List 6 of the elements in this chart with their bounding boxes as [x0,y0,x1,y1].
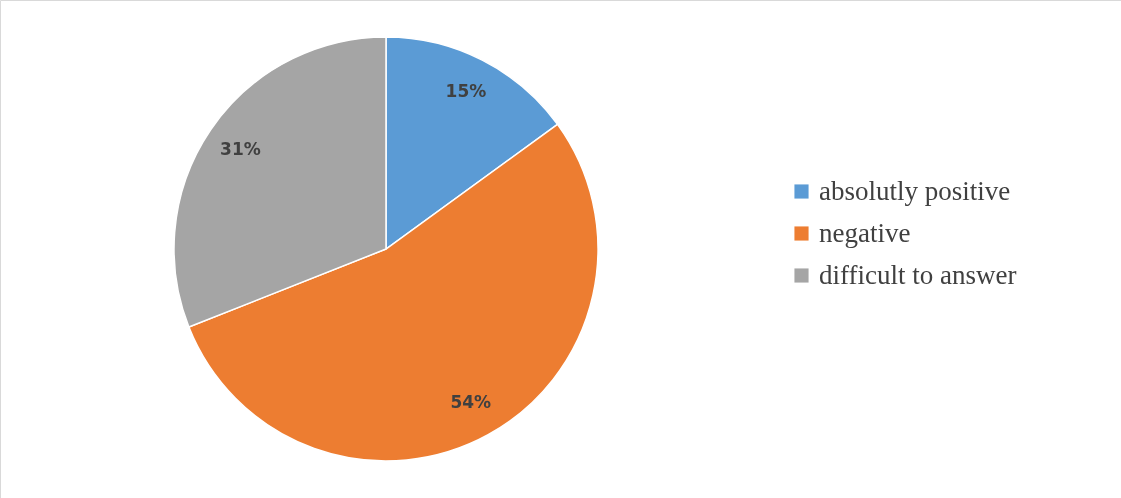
data-label: 31% [220,139,261,160]
legend-label: absolutly positive [819,175,1011,206]
legend-label: negative [819,217,911,248]
legend-label: difficult to answer [819,259,1017,290]
data-label: 54% [450,392,492,413]
data-label: 15% [445,81,487,102]
